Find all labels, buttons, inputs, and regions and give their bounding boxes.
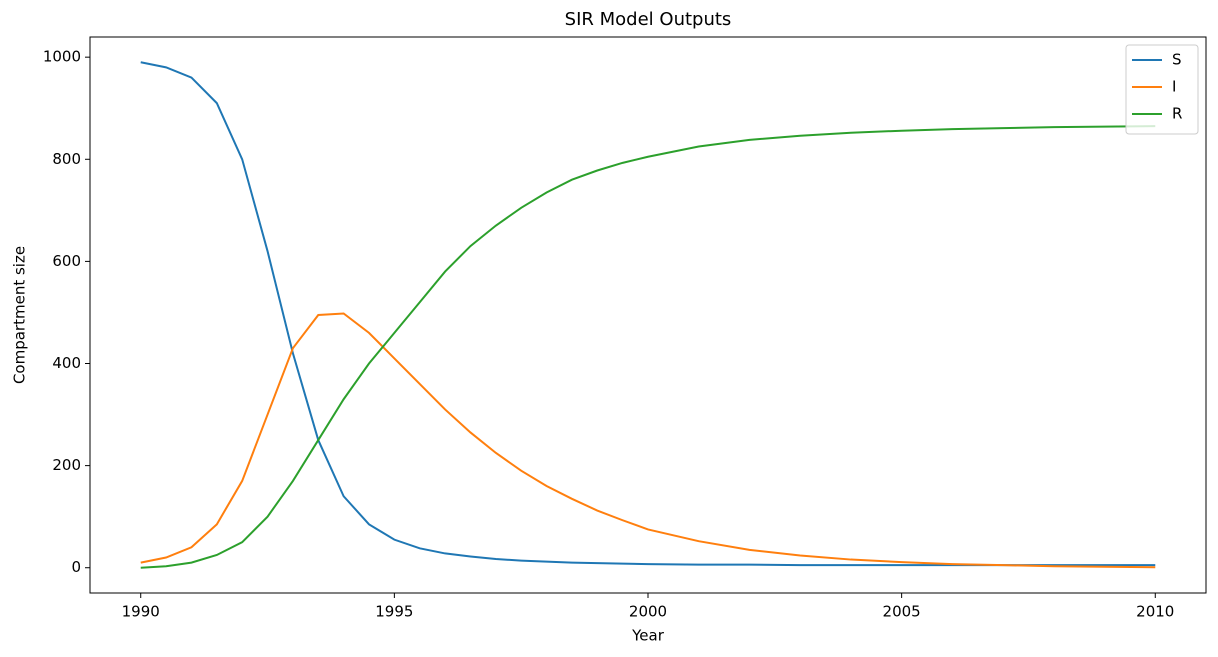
y-tick-label: 400	[52, 354, 81, 372]
y-tick-label: 800	[52, 150, 81, 168]
x-tick-label: 2010	[1136, 603, 1174, 621]
y-tick-label: 200	[52, 456, 81, 474]
x-tick-label: 2000	[629, 603, 667, 621]
series-line	[140, 61, 1156, 567]
chart-title: SIR Model Outputs	[565, 9, 732, 30]
y-axis-label: Compartment size	[11, 246, 29, 384]
legend: SIR	[1125, 44, 1199, 135]
x-tick-label: 2005	[883, 603, 921, 621]
y-tick-label: 1000	[43, 48, 81, 66]
legend-label: I	[1172, 78, 1176, 96]
series-line	[140, 125, 1156, 569]
y-tick-label: 600	[52, 252, 81, 270]
x-tick-label: 1990	[122, 603, 160, 621]
x-axis-label: Year	[631, 627, 665, 645]
x-tick-label: 1995	[375, 603, 413, 621]
legend-box	[1125, 44, 1199, 135]
legend-label: S	[1172, 51, 1182, 69]
plot-frame	[89, 36, 1207, 594]
y-tick-label: 0	[71, 558, 81, 576]
series-line	[140, 312, 1156, 569]
legend-label: R	[1172, 105, 1182, 123]
